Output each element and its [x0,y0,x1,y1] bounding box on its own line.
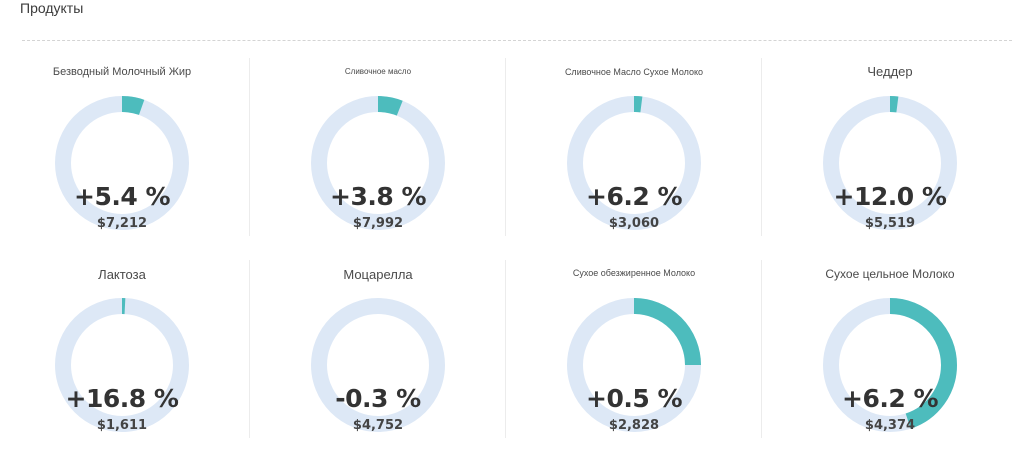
donut-fill-arc [567,96,701,230]
donut-chart: +6.2 % $4,374 [821,296,959,434]
product-card[interactable]: Чеддер +12.0 % $5,519 [790,52,1020,238]
column-divider [761,58,762,236]
product-card[interactable]: Моцарелла -0.3 % $4,752 [278,254,508,440]
change-percent: +6.2 % [842,384,939,413]
donut-fill-arc [55,96,189,230]
product-name: Сливочное масло [344,67,412,76]
divider [22,40,1012,41]
product-name: Сливочное Масло Сухое Молоко [564,67,704,77]
product-name: Чеддер [867,64,913,79]
donut-fill-arc [823,96,957,230]
donut-fill-arc [823,298,957,432]
product-card[interactable]: Безводный Молочный Жир +5.4 % $7,212 [22,52,252,238]
page-title: Продукты [20,0,84,16]
product-card[interactable]: Лактоза +16.8 % $1,611 [22,254,252,440]
product-card[interactable]: Сливочное Масло Сухое Молоко +6.2 % $3,0… [534,52,764,238]
change-percent: +6.2 % [586,182,683,211]
donut-chart: -0.3 % $4,752 [309,296,447,434]
donut-fill-arc [567,298,701,432]
column-divider [505,58,506,236]
product-name: Лактоза [98,267,146,282]
price-value: $5,519 [864,216,916,231]
donut-fill-arc [311,96,445,230]
donut-chart: +6.2 % $3,060 [565,94,703,232]
products-grid: Безводный Молочный Жир +5.4 % $7,212 Сли… [22,52,1018,452]
donut-track [311,298,445,432]
product-card[interactable]: Сливочное масло +3.8 % $7,992 [278,52,508,238]
column-divider [249,58,250,236]
product-card[interactable]: Сухое цельное Молоко +6.2 % $4,374 [790,254,1020,440]
donut-chart: +3.8 % $7,992 [309,94,447,232]
donut-chart: +12.0 % $5,519 [821,94,959,232]
price-value: $4,752 [352,418,404,433]
change-percent: +16.8 % [65,384,179,413]
change-percent: +0.5 % [586,384,683,413]
column-divider [761,260,762,438]
change-percent: +5.4 % [74,182,171,211]
price-value: $2,828 [608,418,660,433]
price-value: $7,992 [352,216,404,231]
price-value: $1,611 [96,418,148,433]
donut-chart: +16.8 % $1,611 [53,296,191,434]
donut-fill-arc [55,298,189,432]
price-value: $7,212 [96,216,148,231]
product-card[interactable]: Сухое обезжиренное Молоко +0.5 % $2,828 [534,254,764,440]
column-divider [249,260,250,438]
product-name: Сухое обезжиренное Молоко [572,268,696,278]
product-name: Безводный Молочный Жир [52,66,192,78]
price-value: $4,374 [864,418,916,433]
change-percent: -0.3 % [335,384,421,413]
product-name: Сухое цельное Молоко [825,267,955,281]
product-name: Моцарелла [343,267,413,282]
change-percent: +12.0 % [833,182,947,211]
column-divider [505,260,506,438]
change-percent: +3.8 % [330,182,427,211]
donut-chart: +0.5 % $2,828 [565,296,703,434]
price-value: $3,060 [608,216,660,231]
donut-chart: +5.4 % $7,212 [53,94,191,232]
